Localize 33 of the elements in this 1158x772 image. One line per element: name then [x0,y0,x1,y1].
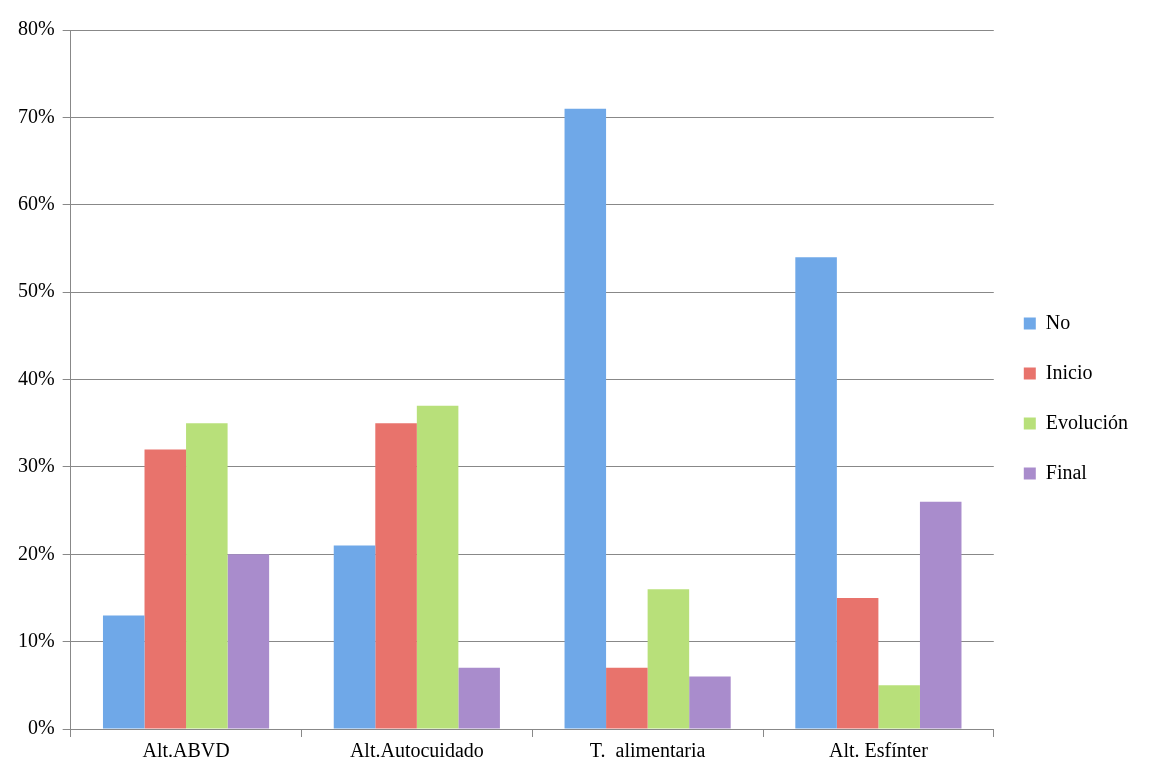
bar [416,405,459,729]
bar [564,108,607,729]
bar [102,615,145,729]
bar [878,685,920,729]
x-tick-label: Alt.ABVD [142,739,230,762]
bar [919,501,962,729]
x-tick-label: T. alimentaria [589,739,706,762]
bar [375,423,417,729]
y-tick-label: 50% [17,279,55,302]
y-tick-label: 30% [17,454,55,477]
bar [795,257,837,729]
y-tick-label: 60% [17,192,55,214]
bar [186,423,228,729]
bar [836,597,879,729]
bar [606,667,648,729]
bar [144,449,187,729]
y-tick-label: 40% [17,366,55,389]
y-tick-label: 80% [17,17,55,40]
x-tick-label: Alt.Autocuidado [349,739,484,762]
bar [333,545,376,729]
y-tick-label: 0% [27,716,55,739]
x-tick-label: Alt. Esfínter [828,739,929,762]
bar [458,667,500,729]
legend-label: No [1045,310,1071,333]
y-tick-label: 70% [17,104,55,127]
y-tick-label: 20% [17,541,55,564]
y-tick-label: 10% [17,628,55,651]
bar [647,589,690,729]
legend-label: Evolución [1045,410,1129,433]
bar [227,554,270,729]
legend-label: Final [1045,460,1088,483]
bar [689,676,731,729]
legend-label: Inicio [1045,360,1093,383]
